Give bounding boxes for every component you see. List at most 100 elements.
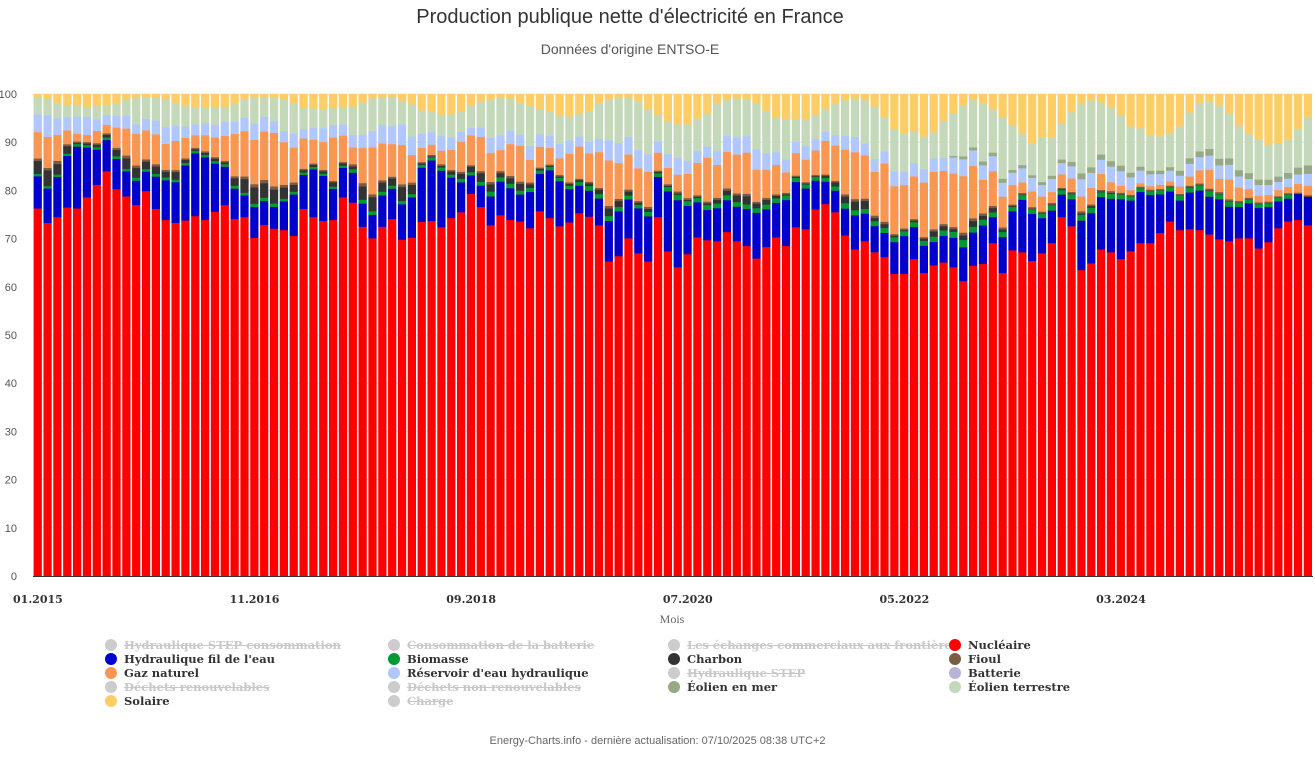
bar-segment-nucl-aire[interactable] bbox=[644, 261, 653, 577]
bar-segment-nucl-aire[interactable] bbox=[909, 258, 919, 577]
bar-segment-hydraulique-fil-de-l-eau[interactable] bbox=[919, 245, 928, 274]
bar-segment-hydraulique-fil-de-l-eau[interactable] bbox=[486, 196, 495, 226]
bar-segment-fioul[interactable] bbox=[63, 144, 72, 147]
bar-segment--olien-en-mer[interactable] bbox=[949, 155, 958, 158]
bar-segment-solaire[interactable] bbox=[161, 94, 170, 100]
bar-stack[interactable] bbox=[1244, 94, 1253, 577]
bar-segment-charbon[interactable] bbox=[112, 149, 121, 157]
bar-segment-biomasse[interactable] bbox=[614, 206, 623, 212]
bar-segment-gaz-naturel[interactable] bbox=[752, 169, 761, 202]
bar-segment-r-servoir-d-eau-hydraulique[interactable] bbox=[181, 126, 190, 138]
bar-segment-fioul[interactable] bbox=[43, 167, 52, 171]
bar-segment-r-servoir-d-eau-hydraulique[interactable] bbox=[1303, 173, 1312, 186]
bar-segment-gaz-naturel[interactable] bbox=[181, 137, 190, 159]
bar-segment-biomasse[interactable] bbox=[486, 191, 495, 197]
bar-segment-solaire[interactable] bbox=[72, 94, 82, 106]
bar-segment-hydraulique-fil-de-l-eau[interactable] bbox=[1293, 193, 1303, 221]
bar-segment-charbon[interactable] bbox=[43, 170, 52, 187]
bar-stack[interactable] bbox=[141, 94, 151, 577]
bar-segment-hydraulique-fil-de-l-eau[interactable] bbox=[840, 208, 850, 236]
bar-segment--olien-terrestre[interactable] bbox=[1106, 107, 1116, 162]
bar-segment-hydraulique-fil-de-l-eau[interactable] bbox=[978, 225, 988, 264]
bar-segment-nucl-aire[interactable] bbox=[1195, 229, 1204, 577]
bar-segment--olien-terrestre[interactable] bbox=[939, 120, 948, 159]
bar-segment-r-servoir-d-eau-hydraulique[interactable] bbox=[762, 152, 771, 170]
bar-segment-biomasse[interactable] bbox=[1215, 194, 1224, 200]
bar-segment-solaire[interactable] bbox=[151, 94, 160, 98]
bar-segment-charbon[interactable] bbox=[496, 172, 505, 178]
bar-segment-gaz-naturel[interactable] bbox=[1037, 196, 1047, 212]
legend-item[interactable]: Éolien en mer bbox=[668, 680, 777, 694]
bar-segment-gaz-naturel[interactable] bbox=[594, 151, 604, 188]
bar-segment-gaz-naturel[interactable] bbox=[1096, 173, 1106, 190]
bar-segment-solaire[interactable] bbox=[1077, 94, 1086, 105]
bar-segment-solaire[interactable] bbox=[417, 94, 426, 111]
bar-segment-nucl-aire[interactable] bbox=[141, 190, 151, 577]
bar-segment-fioul[interactable] bbox=[653, 170, 663, 173]
bar-segment--olien-terrestre[interactable] bbox=[653, 114, 663, 142]
bar-segment--olien-terrestre[interactable] bbox=[703, 113, 712, 147]
bar-segment--olien-en-mer[interactable] bbox=[1146, 170, 1155, 175]
bar-stack[interactable] bbox=[466, 94, 476, 577]
bar-segment-fioul[interactable] bbox=[683, 197, 692, 200]
bar-segment-fioul[interactable] bbox=[840, 194, 850, 197]
bar-segment-fioul[interactable] bbox=[801, 182, 810, 184]
bar-segment-charbon[interactable] bbox=[1087, 205, 1096, 208]
bar-segment-solaire[interactable] bbox=[181, 94, 190, 107]
bar-segment-r-servoir-d-eau-hydraulique[interactable] bbox=[545, 135, 554, 148]
bar-segment-hydraulique-fil-de-l-eau[interactable] bbox=[968, 232, 978, 266]
bar-segment-gaz-naturel[interactable] bbox=[1116, 185, 1125, 193]
bar-segment-hydraulique-fil-de-l-eau[interactable] bbox=[476, 185, 485, 208]
bar-segment-solaire[interactable] bbox=[220, 94, 229, 108]
bar-segment-biomasse[interactable] bbox=[840, 203, 850, 209]
bar-segment-nucl-aire[interactable] bbox=[565, 222, 574, 577]
bar-segment-gaz-naturel[interactable] bbox=[516, 145, 525, 182]
bar-segment--olien-en-mer[interactable] bbox=[1254, 179, 1263, 185]
bar-segment-nucl-aire[interactable] bbox=[210, 211, 220, 577]
bar-segment-hydraulique-fil-de-l-eau[interactable] bbox=[998, 236, 1007, 274]
bar-segment-nucl-aire[interactable] bbox=[516, 221, 525, 577]
bar-segment--olien-en-mer[interactable] bbox=[1264, 179, 1273, 186]
bar-segment-fioul[interactable] bbox=[72, 141, 82, 144]
bar-segment-hydraulique-fil-de-l-eau[interactable] bbox=[1303, 196, 1312, 226]
bar-segment-gaz-naturel[interactable] bbox=[722, 151, 732, 189]
bar-segment-r-servoir-d-eau-hydraulique[interactable] bbox=[752, 148, 761, 170]
bar-segment-biomasse[interactable] bbox=[584, 185, 594, 191]
bar-segment--olien-terrestre[interactable] bbox=[1096, 102, 1106, 155]
bar-stack[interactable] bbox=[319, 94, 328, 577]
bar-segment-hydraulique-fil-de-l-eau[interactable] bbox=[250, 206, 259, 238]
bar-segment-solaire[interactable] bbox=[1116, 94, 1125, 116]
bar-segment-hydraulique-fil-de-l-eau[interactable] bbox=[220, 166, 229, 206]
bar-segment-biomasse[interactable] bbox=[545, 166, 554, 171]
bar-segment-gaz-naturel[interactable] bbox=[132, 133, 141, 166]
bar-segment--olien-terrestre[interactable] bbox=[181, 105, 190, 127]
bar-segment-gaz-naturel[interactable] bbox=[732, 154, 741, 194]
bar-segment-fioul[interactable] bbox=[486, 181, 495, 185]
bar-segment-hydraulique-fil-de-l-eau[interactable] bbox=[1106, 198, 1116, 253]
bar-segment-charbon[interactable] bbox=[388, 178, 397, 186]
bar-stack[interactable] bbox=[634, 94, 643, 577]
bar-stack[interactable] bbox=[594, 94, 604, 577]
bar-segment-fioul[interactable] bbox=[230, 176, 239, 179]
bar-segment-fioul[interactable] bbox=[328, 180, 338, 183]
bar-segment-fioul[interactable] bbox=[348, 164, 357, 167]
bar-segment--olien-en-mer[interactable] bbox=[1018, 164, 1027, 169]
bar-segment--olien-terrestre[interactable] bbox=[1264, 144, 1273, 180]
bar-segment-fioul[interactable] bbox=[1146, 189, 1155, 191]
bar-segment-hydraulique-fil-de-l-eau[interactable] bbox=[722, 200, 732, 233]
bar-segment--olien-terrestre[interactable] bbox=[801, 118, 810, 147]
bar-segment-r-servoir-d-eau-hydraulique[interactable] bbox=[230, 121, 239, 135]
bar-segment--olien-terrestre[interactable] bbox=[289, 103, 298, 134]
bar-segment-biomasse[interactable] bbox=[388, 185, 397, 189]
bar-segment-hydraulique-fil-de-l-eau[interactable] bbox=[880, 232, 889, 258]
bar-segment-r-servoir-d-eau-hydraulique[interactable] bbox=[72, 116, 82, 134]
bar-segment-hydraulique-fil-de-l-eau[interactable] bbox=[772, 202, 781, 238]
bar-segment-biomasse[interactable] bbox=[1185, 187, 1194, 193]
bar-segment-solaire[interactable] bbox=[338, 94, 348, 108]
bar-segment-gaz-naturel[interactable] bbox=[260, 131, 269, 180]
bar-segment--olien-terrestre[interactable] bbox=[1018, 133, 1027, 166]
bar-segment--olien-terrestre[interactable] bbox=[781, 118, 791, 160]
bar-segment-charbon[interactable] bbox=[634, 202, 643, 205]
bar-segment-r-servoir-d-eau-hydraulique[interactable] bbox=[171, 125, 180, 142]
bar-segment-charbon[interactable] bbox=[1057, 189, 1066, 191]
